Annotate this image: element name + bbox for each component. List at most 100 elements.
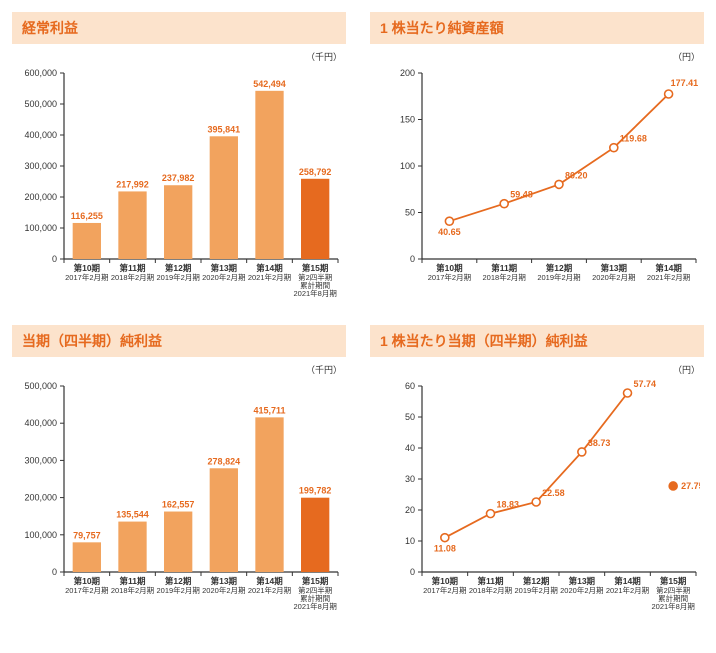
chart-svg: 050100150200第10期2017年2月期第11期2018年2月期第12期… — [370, 65, 700, 305]
marker — [555, 180, 563, 188]
svg-text:第10期: 第10期 — [432, 576, 459, 586]
svg-text:300,000: 300,000 — [24, 161, 57, 171]
svg-text:79,757: 79,757 — [73, 530, 101, 540]
svg-text:第12期: 第12期 — [523, 576, 550, 586]
svg-text:第11期: 第11期 — [120, 576, 146, 586]
chart-area: 0100,000200,000300,000400,000500,000600,… — [12, 65, 346, 305]
chart-unit: （円） — [370, 50, 704, 63]
svg-text:200: 200 — [400, 68, 415, 78]
svg-text:542,494: 542,494 — [253, 79, 286, 89]
marker — [624, 389, 632, 397]
svg-text:162,557: 162,557 — [162, 500, 195, 510]
svg-text:135,544: 135,544 — [116, 510, 149, 520]
svg-text:278,824: 278,824 — [208, 456, 241, 466]
line-path — [449, 94, 668, 221]
svg-text:第14期: 第14期 — [256, 263, 283, 273]
chart-svg: 0100,000200,000300,000400,000500,000600,… — [12, 65, 342, 305]
svg-text:395,841: 395,841 — [208, 124, 241, 134]
svg-text:200,000: 200,000 — [24, 493, 57, 503]
bar — [255, 91, 283, 259]
svg-text:2021年2月期: 2021年2月期 — [248, 272, 291, 282]
marker — [532, 498, 540, 506]
svg-text:199,782: 199,782 — [299, 486, 332, 496]
bar — [118, 522, 146, 572]
svg-text:258,792: 258,792 — [299, 167, 332, 177]
svg-text:2021年2月期: 2021年2月期 — [248, 585, 291, 595]
svg-text:第13期: 第13期 — [569, 576, 596, 586]
svg-text:2021年8月期: 2021年8月期 — [651, 601, 694, 611]
marker — [669, 482, 677, 490]
bar — [210, 136, 238, 259]
svg-text:57.74: 57.74 — [634, 379, 657, 389]
bar — [73, 542, 101, 572]
svg-text:200,000: 200,000 — [24, 192, 57, 202]
svg-text:300,000: 300,000 — [24, 455, 57, 465]
svg-text:2021年8月期: 2021年8月期 — [293, 288, 336, 298]
marker — [578, 448, 586, 456]
svg-text:40: 40 — [405, 443, 415, 453]
svg-text:2018年2月期: 2018年2月期 — [111, 272, 154, 282]
svg-text:第14期: 第14期 — [614, 576, 641, 586]
chart-title: 1 株当たり純資産額 — [370, 12, 704, 44]
svg-text:500,000: 500,000 — [24, 381, 57, 391]
bar — [118, 191, 146, 259]
svg-text:2021年8月期: 2021年8月期 — [293, 601, 336, 611]
svg-text:2020年2月期: 2020年2月期 — [560, 585, 603, 595]
svg-text:第12期: 第12期 — [546, 263, 573, 273]
svg-text:38.73: 38.73 — [588, 438, 611, 448]
svg-text:2019年2月期: 2019年2月期 — [514, 585, 557, 595]
svg-text:27.75: 27.75 — [681, 481, 700, 491]
chart-title: 経常利益 — [12, 12, 346, 44]
svg-text:415,711: 415,711 — [253, 405, 285, 415]
svg-text:2021年2月期: 2021年2月期 — [647, 272, 690, 282]
svg-text:0: 0 — [410, 567, 415, 577]
marker — [445, 217, 453, 225]
svg-text:2017年2月期: 2017年2月期 — [428, 272, 471, 282]
svg-text:116,255: 116,255 — [71, 211, 103, 221]
marker — [441, 534, 449, 542]
chart-svg: 0102030405060第10期2017年2月期第11期2018年2月期第12… — [370, 378, 700, 618]
svg-text:119.68: 119.68 — [620, 134, 647, 144]
svg-text:2021年2月期: 2021年2月期 — [606, 585, 649, 595]
svg-text:第14期: 第14期 — [655, 263, 682, 273]
chart-area: 0100,000200,000300,000400,000500,000第10期… — [12, 378, 346, 618]
svg-text:20: 20 — [405, 505, 415, 515]
svg-text:10: 10 — [405, 536, 415, 546]
svg-text:0: 0 — [52, 254, 57, 264]
svg-text:500,000: 500,000 — [24, 99, 57, 109]
chart-title: 1 株当たり当期（四半期）純利益 — [370, 325, 704, 357]
chart-area: 050100150200第10期2017年2月期第11期2018年2月期第12期… — [370, 65, 704, 305]
chart-panel-c1: 経常利益（千円）0100,000200,000300,000400,000500… — [12, 12, 346, 305]
line-path — [445, 393, 628, 538]
bar — [164, 512, 192, 572]
svg-text:第13期: 第13期 — [211, 576, 238, 586]
svg-text:第12期: 第12期 — [165, 263, 192, 273]
bar — [301, 179, 329, 259]
svg-text:2017年2月期: 2017年2月期 — [65, 272, 108, 282]
svg-text:第13期: 第13期 — [211, 263, 238, 273]
bar — [164, 185, 192, 259]
svg-text:第10期: 第10期 — [74, 263, 101, 273]
marker — [500, 200, 508, 208]
chart-svg: 0100,000200,000300,000400,000500,000第10期… — [12, 378, 342, 618]
bar — [301, 498, 329, 572]
svg-text:2020年2月期: 2020年2月期 — [202, 585, 245, 595]
chart-panel-c3: 当期（四半期）純利益（千円）0100,000200,000300,000400,… — [12, 325, 346, 618]
svg-text:第10期: 第10期 — [74, 576, 101, 586]
chart-unit: （円） — [370, 363, 704, 376]
svg-text:2018年2月期: 2018年2月期 — [111, 585, 154, 595]
svg-text:177.41: 177.41 — [671, 78, 699, 88]
svg-text:40.65: 40.65 — [438, 227, 461, 237]
svg-text:第12期: 第12期 — [165, 576, 192, 586]
chart-panel-c2: 1 株当たり純資産額 （円） 050100150200第10期2017年2月期第11… — [370, 12, 704, 305]
svg-text:217,992: 217,992 — [116, 179, 149, 189]
chart-title: 当期（四半期）純利益 — [12, 325, 346, 357]
svg-text:50: 50 — [405, 412, 415, 422]
marker — [665, 90, 673, 98]
svg-text:2017年2月期: 2017年2月期 — [65, 585, 108, 595]
svg-text:2017年2月期: 2017年2月期 — [423, 585, 466, 595]
svg-text:2020年2月期: 2020年2月期 — [202, 272, 245, 282]
svg-text:0: 0 — [52, 567, 57, 577]
marker — [610, 144, 618, 152]
svg-text:第13期: 第13期 — [601, 263, 628, 273]
